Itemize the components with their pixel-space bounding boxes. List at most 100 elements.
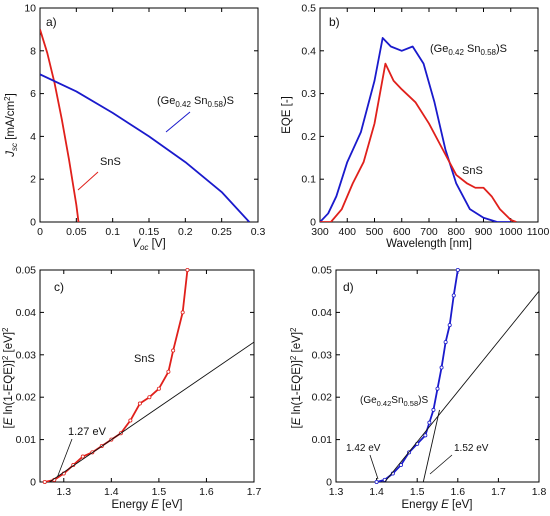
panel-d-annotation-gap1-leader — [369, 454, 379, 480]
y-tick-label: 0.02 — [16, 392, 37, 404]
series-line-sns — [44, 270, 189, 482]
data-point — [137, 401, 142, 406]
panel-a-letter: a) — [46, 15, 57, 29]
panel-d-annotation-gap2-leader — [429, 454, 453, 475]
panel-a-annotation-ge: (Ge0.42 Sn0.58)S — [157, 95, 234, 109]
y-tick-label: 0.04 — [312, 307, 333, 319]
series-line--ge0-42sn0-58-s — [376, 270, 459, 482]
x-tick-label: 1.6 — [199, 486, 214, 498]
x-tick-label: 1100 — [527, 226, 550, 238]
x-tick-label: 500 — [366, 226, 384, 238]
panel-a-plot-frame — [39, 7, 259, 223]
x-tick-label: 700 — [420, 226, 438, 238]
y-tick-label: 4 — [30, 131, 36, 143]
y-tick-label: 0.04 — [16, 307, 37, 319]
data-point — [374, 479, 379, 484]
x-tick-label: 1.8 — [532, 486, 547, 498]
panel-a-annotation-sns: SnS — [100, 156, 121, 168]
x-tick-label: 900 — [475, 226, 493, 238]
y-tick-label: 0.1 — [301, 174, 316, 186]
series-line-sns — [40, 29, 80, 222]
data-point — [455, 267, 460, 272]
data-point — [180, 310, 185, 315]
x-tick-label: 1.6 — [450, 486, 465, 498]
x-tick-label: 0.15 — [139, 226, 160, 238]
x-tick-label: 0.1 — [105, 226, 120, 238]
panel-a-annotation-sns-leader — [77, 171, 99, 191]
panel-c-plot-frame — [39, 269, 255, 483]
x-tick-label: 0.2 — [178, 226, 193, 238]
y-tick-label: 10 — [24, 3, 36, 15]
x-tick-label: 1000 — [499, 226, 523, 238]
x-tick-label: 0 — [37, 226, 43, 238]
panel-d-annotation-gap2: 1.52 eV — [454, 443, 489, 454]
panel-c-y-axis-label: [E ln(1-EQE)]2 [eV]2 — [1, 327, 15, 429]
y-tick-label: 0 — [326, 477, 332, 489]
data-point — [166, 369, 171, 374]
y-tick-label: 0.03 — [312, 349, 333, 361]
panel-b-y-axis-label: EQE [-] — [281, 96, 293, 134]
data-point — [128, 418, 133, 423]
y-tick-label: 0.4 — [301, 45, 316, 57]
series-line-fit1 — [384, 290, 539, 482]
panel-b: b) EQE [-] Wavelength [nm] (Ge0.42 Sn0.5… — [281, 7, 539, 250]
y-tick-label: 0.05 — [312, 265, 333, 277]
y-tick-label: 0.02 — [312, 392, 333, 404]
y-tick-label: 0.2 — [301, 131, 316, 143]
y-tick-label: 8 — [30, 45, 36, 57]
x-tick-label: 800 — [447, 226, 465, 238]
series-line-fit — [49, 341, 254, 482]
data-point — [423, 433, 428, 438]
panel-d-letter: d) — [343, 280, 354, 294]
x-tick-label: 400 — [338, 226, 356, 238]
panel-c-marks: 1.3 1.4 1.5 1.6 1.7 0 0.01 0.02 0.03 0.04 0.05 — [16, 265, 262, 499]
panel-d-x-axis-label: Energy E [eV] — [402, 499, 473, 511]
chart-marks: 0 0.05 0.1 0.15 0.2 0.25 0.3 0 2 4 6 8 10 300 400 500 60… — [16, 3, 550, 499]
panel-c-annotation-gap: 1.27 eV — [68, 426, 107, 438]
data-point — [431, 407, 436, 412]
x-tick-label: 600 — [393, 226, 411, 238]
panel-a-y-axis-label: Jsc [mA/cm2] — [3, 93, 19, 158]
panel-a-annotation-ge-leader — [165, 111, 191, 133]
panel-d-annotation-ge: (Ge0.42Sn0.58)S — [360, 395, 428, 408]
y-tick-label: 0.03 — [16, 349, 37, 361]
panel-c-letter: c) — [54, 280, 64, 294]
panel-d-y-axis-label: [E ln(1-EQE)]2 [eV]2 — [289, 327, 303, 429]
y-tick-label: 0.3 — [301, 88, 316, 100]
y-tick-label: 0 — [30, 477, 36, 489]
panel-b-x-axis-label: Wavelength [nm] — [386, 238, 472, 250]
panel-b-annotation-ge: (Ge0.42 Sn0.58)S — [430, 43, 507, 57]
data-point — [185, 267, 190, 272]
panel-c: c) [E ln(1-EQE)]2 [eV]2 Energy E [eV] Sn… — [1, 269, 255, 511]
x-tick-label: 1.3 — [329, 486, 344, 498]
y-tick-label: 0.01 — [312, 434, 333, 446]
y-tick-label: 2 — [30, 174, 36, 186]
series-line--ge0-42sn0-58-s — [320, 37, 511, 222]
series-line-fit2 — [422, 409, 440, 482]
data-point — [435, 386, 440, 391]
panel-b-letter: b) — [329, 15, 340, 29]
x-tick-label: 1.4 — [369, 486, 384, 498]
data-point — [147, 395, 152, 400]
panel-a-marks: 0 0.05 0.1 0.15 0.2 0.25 0.3 0 2 4 6 8 10 — [24, 3, 265, 239]
x-tick-label: 1.7 — [247, 486, 262, 498]
y-tick-label: 6 — [30, 88, 36, 100]
x-tick-label: 0.3 — [251, 226, 266, 238]
data-point — [439, 365, 444, 370]
y-tick-label: 0.5 — [301, 3, 316, 15]
x-tick-label: 1.7 — [491, 486, 506, 498]
x-tick-label: 1.5 — [410, 486, 425, 498]
data-point — [427, 420, 432, 425]
panel-d-annotation-gap1: 1.42 eV — [346, 443, 381, 454]
panel-c-annotation-sns: SnS — [134, 353, 155, 365]
data-point — [398, 463, 403, 468]
x-tick-label: 0.25 — [211, 226, 232, 238]
panel-a: a) Jsc [mA/cm2] Voc [V] SnS (Ge0.42 Sn0.… — [3, 7, 259, 252]
panel-d-marks: 1.3 1.4 1.5 1.6 1.7 1.8 0 0.01 0.02 0.03 0.04 0.05 — [312, 265, 547, 499]
data-point — [443, 340, 448, 345]
y-tick-label: 0.05 — [16, 265, 37, 277]
panel-b-marks: 300 400 500 600 700 800 900 1000 1100 0 0.1 0.2 0.3 0… — [301, 3, 549, 239]
data-point — [42, 479, 47, 484]
data-point — [447, 323, 452, 328]
